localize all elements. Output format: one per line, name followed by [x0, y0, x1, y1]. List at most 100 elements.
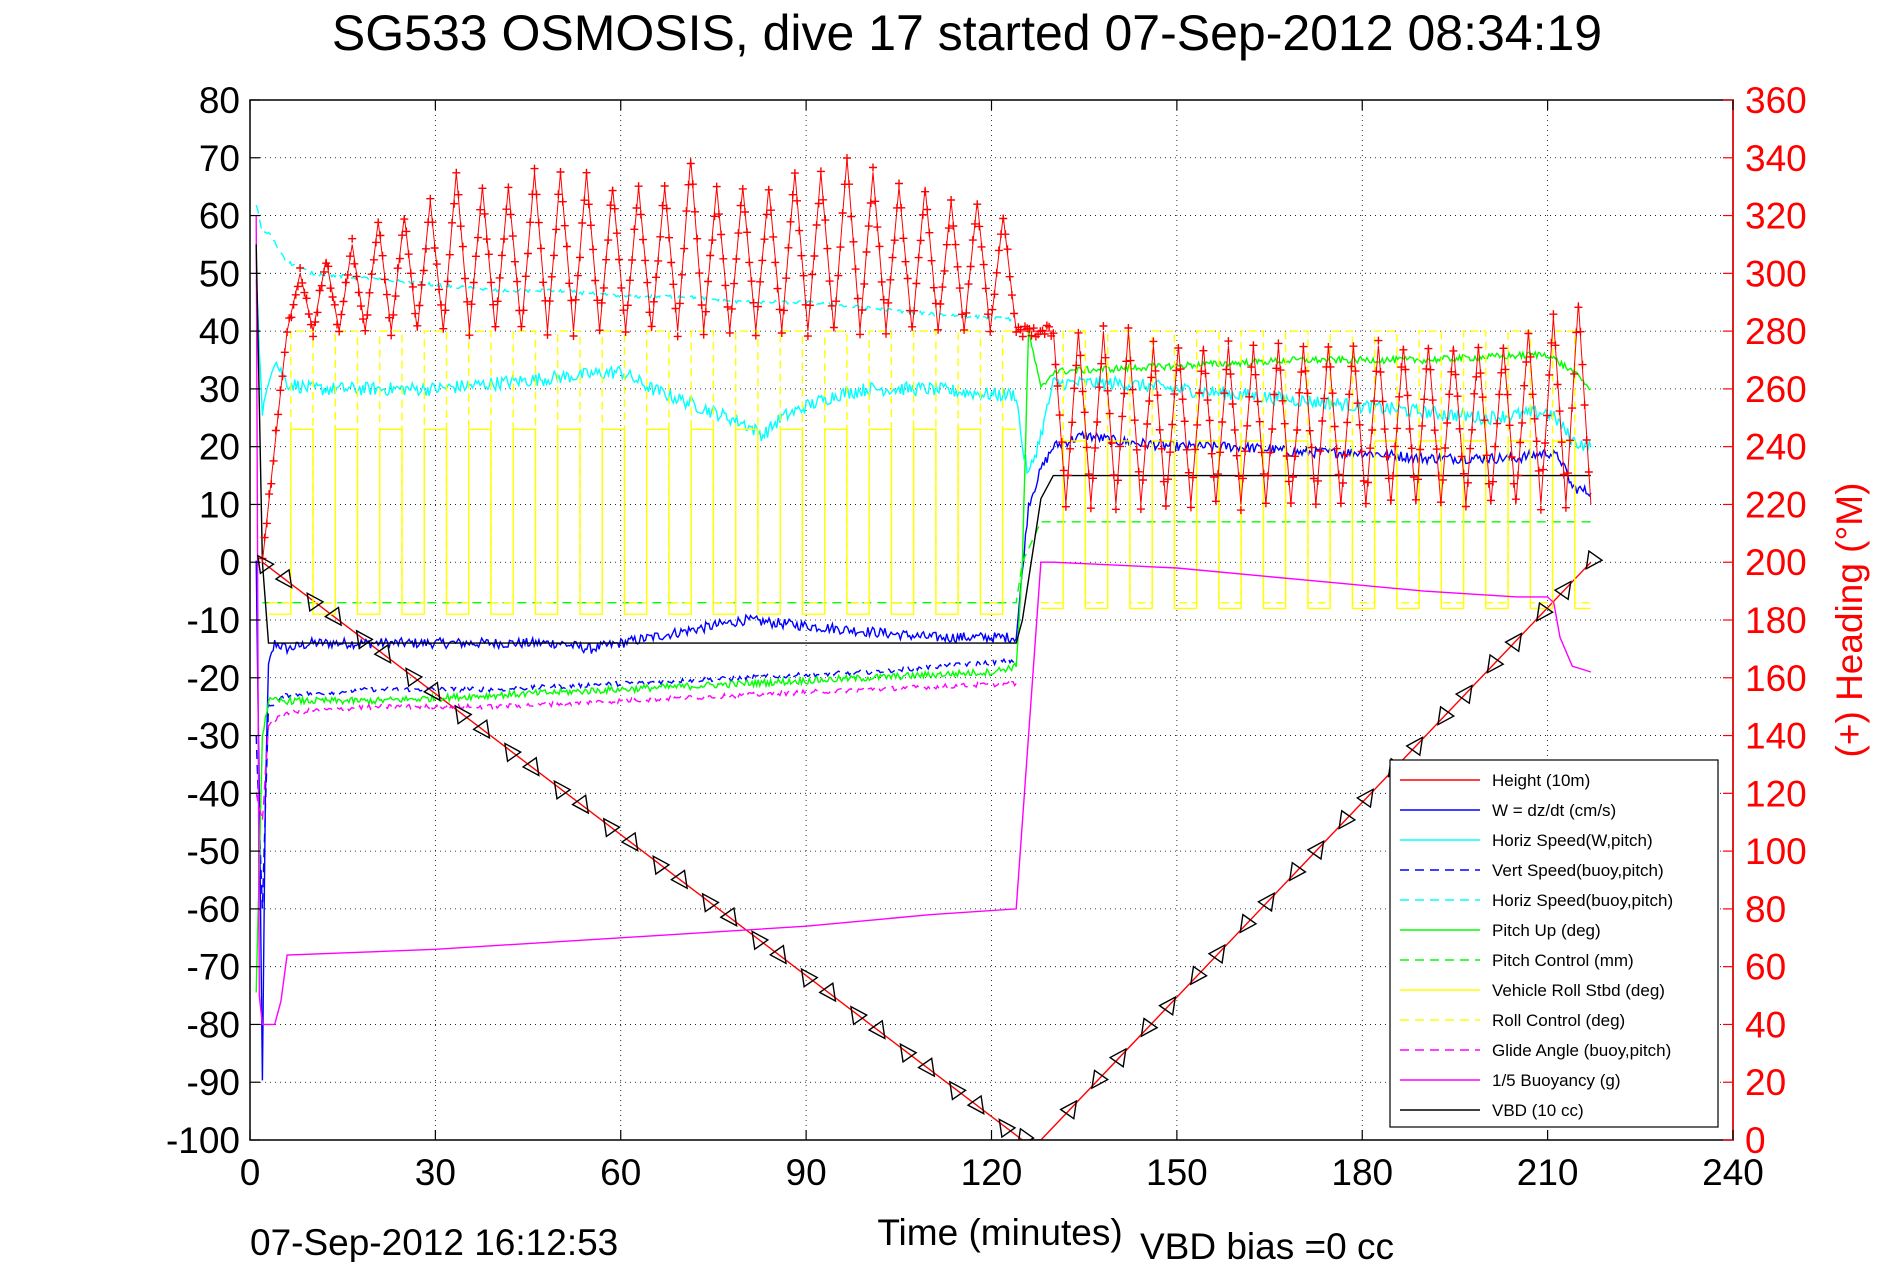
heading-marker [1466, 444, 1475, 453]
series-layer [255, 154, 1604, 1140]
heading-marker [727, 304, 736, 313]
heading-marker [1247, 363, 1256, 372]
heading-marker [1230, 425, 1239, 434]
heading-marker [610, 204, 619, 213]
height-marker [306, 591, 325, 613]
y-tick-label: -50 [187, 831, 240, 872]
heading-marker [899, 234, 908, 243]
heading-marker [743, 228, 752, 237]
heading-marker [589, 245, 598, 254]
heading-marker [925, 228, 934, 237]
heading-marker [435, 285, 443, 294]
heading-marker [419, 266, 428, 275]
heading-marker [1261, 499, 1270, 508]
heading-marker [793, 196, 801, 205]
heading-marker [274, 410, 283, 419]
heading-marker [1268, 425, 1277, 433]
heading-marker [487, 278, 496, 287]
heading-marker [330, 300, 339, 309]
heading-marker [1514, 471, 1522, 480]
heading-marker [1095, 383, 1104, 392]
heading-marker [860, 279, 869, 288]
heading-marker [1141, 442, 1150, 451]
heading-marker [825, 277, 834, 286]
heading-marker [1174, 344, 1183, 352]
heading-marker [1159, 477, 1168, 486]
heading-marker [1018, 332, 1027, 341]
heading-marker [669, 280, 678, 289]
heading-marker [1027, 331, 1036, 340]
heading-marker [1341, 450, 1350, 459]
heading-marker [890, 236, 899, 245]
heading-marker [1357, 447, 1366, 456]
x-tick-label: 0 [240, 1152, 261, 1193]
heading-marker [534, 218, 543, 227]
heading-marker [988, 305, 997, 314]
height-marker [1158, 995, 1177, 1017]
heading-marker [704, 277, 713, 286]
heading-marker [986, 327, 995, 336]
heading-marker [814, 199, 823, 208]
heading-marker [374, 218, 383, 227]
heading-marker [369, 255, 378, 264]
height-marker [1585, 549, 1604, 571]
height-marker [850, 1005, 869, 1026]
heading-marker [856, 330, 864, 339]
heading-marker [1361, 499, 1370, 508]
heading-marker [636, 210, 645, 219]
heading-marker [862, 248, 871, 256]
heading-marker [467, 300, 476, 309]
heading-marker [478, 184, 487, 193]
height-marker [274, 568, 293, 589]
heading-marker [584, 200, 593, 209]
heading-marker [1040, 330, 1049, 338]
heading-marker [1147, 373, 1156, 382]
heading-marker [714, 210, 723, 219]
height-marker [1288, 861, 1307, 882]
heading-marker [1226, 370, 1235, 378]
heading-tick-label: 260 [1745, 369, 1807, 410]
heading-marker [656, 232, 665, 241]
heading-marker [771, 258, 780, 267]
heading-marker [873, 223, 882, 232]
heading-marker [754, 302, 762, 311]
heading-marker [808, 270, 817, 279]
heading-marker [326, 284, 335, 293]
heading-marker [1286, 499, 1295, 508]
heading-marker [1384, 474, 1393, 483]
heading-marker [1228, 400, 1237, 408]
height-marker [867, 1019, 886, 1040]
heading-marker [1566, 436, 1574, 445]
y-tick-label: 60 [199, 196, 240, 237]
heading-marker [1203, 396, 1212, 405]
heading-marker [1072, 361, 1081, 370]
heading-tick-label: 280 [1745, 311, 1807, 352]
heading-marker [975, 222, 984, 231]
heading-marker [1474, 343, 1483, 352]
heading-tick-label: 0 [1745, 1120, 1766, 1161]
heading-marker [853, 294, 862, 303]
heading-marker [866, 199, 875, 207]
heading-marker [1091, 443, 1100, 452]
heading-marker [1370, 397, 1379, 405]
series-trace [255, 215, 1592, 1026]
y-tick-label: 10 [199, 484, 240, 525]
heading-marker [1166, 448, 1175, 457]
heading-marker [530, 164, 539, 173]
heading-marker [1130, 416, 1139, 425]
heading-marker [864, 222, 873, 231]
height-marker [1016, 1127, 1035, 1140]
heading-marker [1222, 365, 1231, 374]
heading-marker [832, 297, 841, 306]
heading-marker [1193, 420, 1202, 429]
y-tick-label: -60 [187, 889, 240, 930]
heading-marker [408, 282, 417, 291]
heading-marker [799, 271, 808, 280]
heading-marker [871, 197, 880, 206]
heading-marker [1411, 495, 1420, 504]
height-marker [373, 643, 392, 665]
heading-marker [929, 283, 938, 292]
heading-marker [1347, 362, 1356, 371]
heading-marker [773, 284, 782, 293]
heading-marker [309, 332, 318, 341]
